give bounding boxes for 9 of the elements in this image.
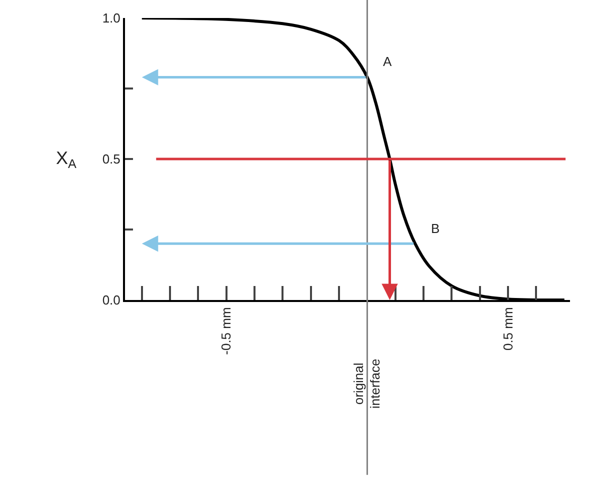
annotation: B bbox=[431, 221, 440, 236]
y-tick-label: 1.0 bbox=[102, 10, 120, 26]
y-axis-title: X$_{A}$ bbox=[56, 148, 78, 171]
x-tick-label: 0.5 mm bbox=[500, 307, 516, 351]
x-tick-label: -0.5 mm bbox=[218, 307, 234, 355]
y-tick-label: 0.0 bbox=[102, 292, 120, 308]
y-tick-label: 0.5 bbox=[102, 152, 120, 167]
ref-line-label: original interface bbox=[350, 358, 383, 409]
annotation: A bbox=[383, 54, 392, 69]
